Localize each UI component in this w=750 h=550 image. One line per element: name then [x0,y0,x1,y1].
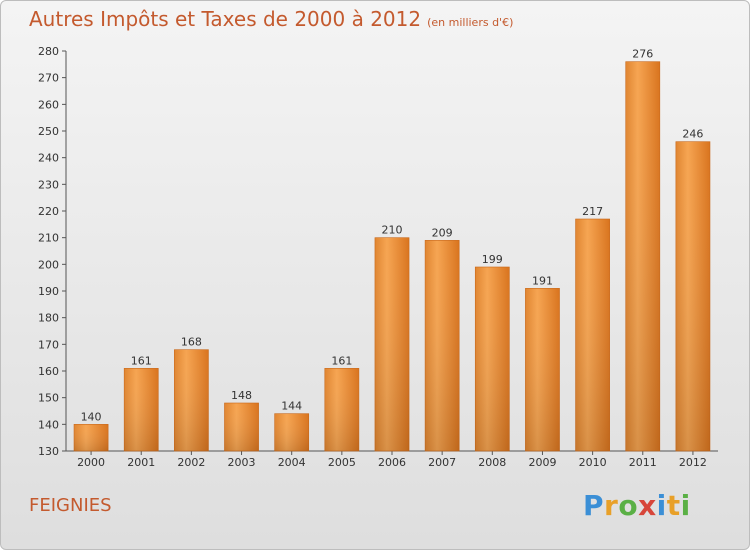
bar-value-label: 161 [131,354,152,367]
bar-shade [525,288,560,451]
x-tick-label: 2010 [579,456,607,469]
bar-shade [74,424,109,451]
bar-value-label: 209 [432,226,453,239]
bar-shade [324,368,359,451]
bar-value-label: 161 [331,354,352,367]
y-tick-label: 130 [38,445,59,458]
bar-shade [575,219,610,451]
bar-value-label: 148 [231,389,252,402]
y-tick-label: 250 [38,125,59,138]
bar-shade [475,267,510,451]
y-tick-label: 230 [38,178,59,191]
y-tick-label: 240 [38,152,59,165]
bar-shade [374,237,410,451]
chart-subtitle: (en milliers d'€) [427,16,514,29]
x-tick-label: 2008 [478,456,506,469]
y-tick-label: 200 [38,258,59,271]
bar-shade [174,349,209,451]
bar-shade [224,403,259,451]
x-tick-label: 2007 [428,456,456,469]
bar-shade [124,368,159,451]
bar-value-label: 276 [632,48,653,61]
y-tick-label: 160 [38,365,59,378]
x-tick-label: 2000 [77,456,105,469]
x-tick-label: 2009 [528,456,556,469]
city-name: FEIGNIES [29,495,112,516]
bar-shade [675,141,710,451]
bar-value-label: 246 [682,128,703,141]
y-tick-label: 260 [38,98,59,111]
chart-title: Autres Impôts et Taxes de 2000 à 2012 [29,7,422,31]
x-tick-label: 2002 [177,456,205,469]
y-tick-label: 150 [38,392,59,405]
x-tick-label: 2005 [328,456,356,469]
bar-value-label: 168 [181,336,202,349]
x-tick-label: 2006 [378,456,406,469]
y-tick-label: 170 [38,338,59,351]
bar-shade [425,240,460,451]
x-tick-label: 2011 [629,456,657,469]
chart-title-block: Autres Impôts et Taxes de 2000 à 2012 (en… [29,7,513,31]
y-tick-label: 190 [38,285,59,298]
bar-value-label: 140 [81,410,102,423]
y-tick-label: 210 [38,232,59,245]
y-tick-label: 140 [38,418,59,431]
bar-value-label: 191 [532,274,553,287]
x-tick-label: 2001 [127,456,155,469]
bar-value-label: 210 [382,224,403,237]
x-tick-label: 2012 [679,456,707,469]
y-tick-label: 180 [38,312,59,325]
y-tick-label: 220 [38,205,59,218]
bar-shade [274,413,309,451]
bar-value-label: 144 [281,400,302,413]
x-tick-label: 2004 [278,456,306,469]
bar-value-label: 199 [482,253,503,266]
bar-value-label: 217 [582,205,603,218]
bar-shade [625,61,660,452]
y-tick-label: 270 [38,72,59,85]
y-tick-label: 280 [38,45,59,58]
proxiti-logo: Proxiti [583,489,691,522]
x-tick-label: 2003 [228,456,256,469]
